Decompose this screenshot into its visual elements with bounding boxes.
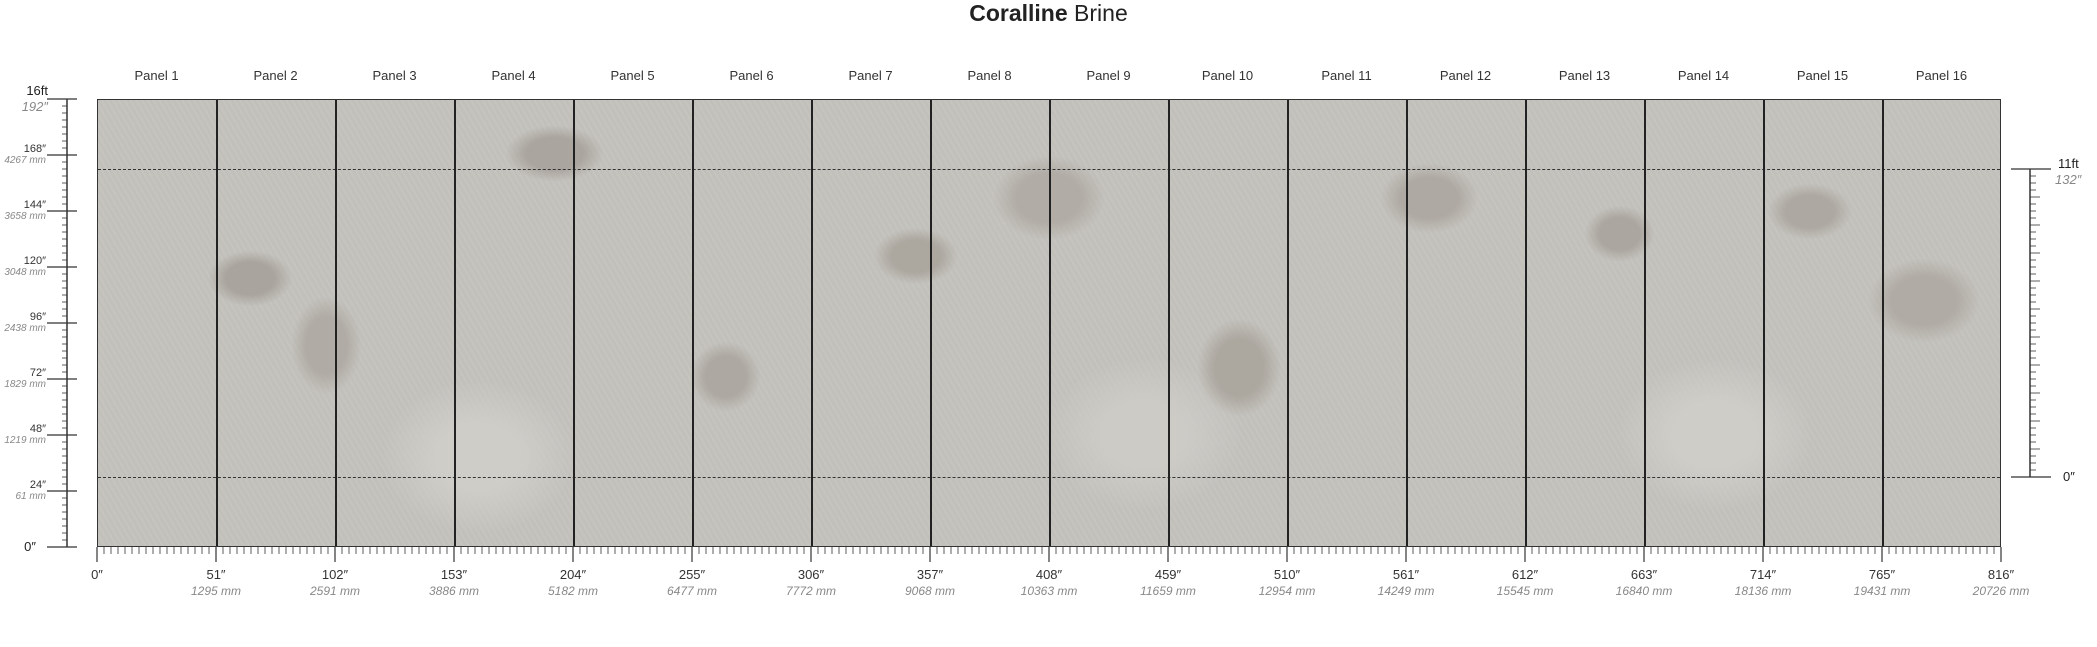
panel-divider (1287, 100, 1289, 546)
bottom-ruler-mm-label: 9068 mm (904, 584, 956, 598)
left-ruler-inch-label: 120″ (23, 255, 46, 267)
page-title: Coralline Brine (0, 0, 2097, 27)
panel-divider (216, 100, 218, 546)
panel-label: Panel 8 (967, 68, 1012, 83)
bottom-ruler-mm-label: 20726 mm (1972, 584, 2030, 598)
panel-divider (1168, 100, 1170, 546)
panel-label: Panel 9 (1086, 68, 1131, 83)
left-ruler-mm-label: 4267 mm (4, 155, 46, 166)
bottom-ruler-mm-label: 12954 mm (1258, 584, 1316, 598)
left-ruler-mm-label: 3048 mm (4, 267, 46, 278)
bottom-ruler-inch-label: 357″ (916, 567, 944, 582)
left-ruler-mm-label: 1219 mm (4, 435, 46, 446)
left-ruler-inch-label: 48″ (29, 423, 46, 435)
panel-label: Panel 4 (491, 68, 536, 83)
left-ruler-mm-label: 1829 mm (4, 379, 46, 390)
panel-divider (1049, 100, 1051, 546)
bottom-ruler-inch-label: 51″ (206, 567, 226, 582)
left-ruler-inch-label: 72″ (29, 367, 46, 379)
bottom-ruler-mm-label: 5182 mm (547, 584, 599, 598)
left-ruler-mm-label: 2438 mm (4, 323, 46, 334)
bottom-ruler-inch-label: 0″ (91, 567, 103, 582)
panel-divider (1882, 100, 1884, 546)
bottom-ruler-inch-label: 255″ (678, 567, 706, 582)
bottom-ruler-inch-label: 663″ (1630, 567, 1658, 582)
panel-label: Panel 12 (1439, 68, 1492, 83)
right-ruler-top-label: 11ft (2058, 156, 2079, 171)
bottom-ruler-inch-label: 153″ (440, 567, 468, 582)
bottom-ruler-mm-label: 11659 mm (1140, 584, 1196, 598)
panel-label: Panel 13 (1558, 68, 1611, 83)
left-ruler-bottom-label: 0″ (24, 539, 36, 554)
left-ruler-mm-label: 3658 mm (4, 211, 46, 222)
panel-divider (1406, 100, 1408, 546)
right-ruler-top-inches: 132″ (2055, 172, 2082, 187)
bottom-ruler-inch-label: 102″ (321, 567, 349, 582)
left-ruler-inch-label: 24″ (29, 479, 46, 491)
bottom-ruler-inch-label: 612″ (1511, 567, 1539, 582)
panel-divider (1763, 100, 1765, 546)
bottom-ruler-mm-label: 14249 mm (1377, 584, 1435, 598)
bottom-ruler-mm-label: 1295 mm (190, 584, 242, 598)
panel-label: Panel 10 (1201, 68, 1254, 83)
panel-divider (692, 100, 694, 546)
panel-divider (454, 100, 456, 546)
bottom-ruler-inch-label: 408″ (1035, 567, 1063, 582)
bottom-ruler-inch-label: 765″ (1868, 567, 1896, 582)
bottom-ruler-mm-label: 18136 mm (1734, 584, 1792, 598)
bottom-ruler-inch-label: 816″ (1987, 567, 2015, 582)
panel-divider (1525, 100, 1527, 546)
panel-label: Panel 3 (372, 68, 417, 83)
panel-divider (335, 100, 337, 546)
panel-label: Panel 1 (134, 68, 179, 83)
panel-label: Panel 16 (1915, 68, 1968, 83)
bottom-ruler-mm-label: 19431 mm (1853, 584, 1911, 598)
right-ruler-bottom-label: 0″ (2063, 469, 2075, 484)
bottom-ruler-inch-label: 714″ (1749, 567, 1777, 582)
panel-label: Panel 2 (253, 68, 298, 83)
title-regular: Brine (1074, 0, 1128, 26)
bottom-ruler-inch-label: 561″ (1392, 567, 1420, 582)
bottom-ruler-mm-label: 6477 mm (666, 584, 718, 598)
panel-label: Panel 5 (610, 68, 655, 83)
bottom-ruler-inch-label: 459″ (1154, 567, 1182, 582)
bottom-ruler-inch-label: 204″ (559, 567, 587, 582)
panel-label: Panel 15 (1796, 68, 1849, 83)
panel-label: Panel 6 (729, 68, 774, 83)
panel-divider (930, 100, 932, 546)
left-ruler-inch-label: 144″ (23, 199, 46, 211)
bottom-ruler-mm-label: 16840 mm (1615, 584, 1673, 598)
left-ruler-top-label: 16ft (26, 83, 48, 98)
panel-divider (1644, 100, 1646, 546)
left-ruler-inch-label: 168″ (23, 143, 46, 155)
bottom-ruler-mm-label: 7772 mm (785, 584, 837, 598)
left-ruler-inch-label: 96″ (29, 311, 46, 323)
bottom-ruler-mm-label: 3886 mm (428, 584, 480, 598)
bottom-ruler-inch-label: 510″ (1273, 567, 1301, 582)
panel-divider (811, 100, 813, 546)
panel-label: Panel 7 (848, 68, 893, 83)
bottom-ruler-mm-label: 2591 mm (309, 584, 361, 598)
mural-preview (97, 99, 2001, 547)
bottom-ruler-mm-label: 10363 mm (1020, 584, 1078, 598)
left-ruler-top-inches: 192″ (21, 99, 48, 114)
bottom-ruler-mm-label: 15545 mm (1496, 584, 1554, 598)
panel-divider (573, 100, 575, 546)
panel-label: Panel 14 (1677, 68, 1730, 83)
panel-label: Panel 11 (1321, 68, 1372, 83)
left-ruler-mm-label: 61 mm (15, 491, 46, 502)
title-bold: Coralline (969, 0, 1068, 26)
bottom-ruler-inch-label: 306″ (797, 567, 825, 582)
